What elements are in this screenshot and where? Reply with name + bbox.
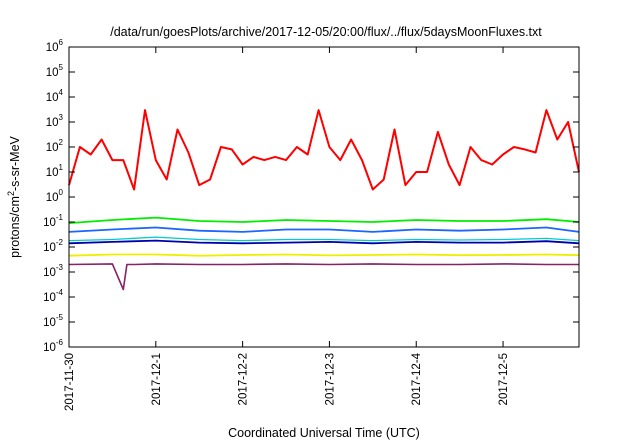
chart-title: /data/run/goesPlots/archive/2017-12-05/2… [110, 25, 542, 39]
y-tick-label: 102 [46, 138, 64, 154]
x-tick-label: 2017-12-2 [238, 353, 250, 405]
y-axis-label: protons/cm2-s-sr-MeV [6, 135, 22, 257]
y-axis-ticks: 106 105 104 103 102 101 100 10-1 10-2 10-3 10-4 10-… [43, 38, 579, 354]
series-line-4 [68, 236, 580, 242]
y-tick-label: 10-6 [43, 338, 63, 354]
y-tick-label: 10-3 [43, 263, 63, 279]
x-axis-label: Coordinated Universal Time (UTC) [228, 426, 420, 440]
y-tick-label: 101 [46, 163, 64, 179]
y-tick-label: 105 [46, 63, 64, 79]
x-tick-label: 2017-11-30 [64, 353, 76, 411]
y-tick-label: 106 [46, 38, 64, 54]
x-tick-label: 2017-12-1 [151, 353, 163, 405]
y-tick-label: 10-5 [43, 313, 63, 329]
series-line-3 [68, 226, 580, 233]
series-line-1 [68, 109, 580, 191]
y-tick-label: 104 [46, 88, 64, 104]
y-tick-label: 103 [46, 113, 64, 129]
x-tick-label: 2017-12-4 [411, 352, 423, 405]
y-tick-label: 10-2 [43, 238, 63, 254]
series-line-2 [68, 216, 580, 224]
x-tick-label: 2017-12-3 [324, 353, 336, 405]
series-line-5 [68, 239, 580, 245]
y-tick-label: 100 [46, 188, 64, 204]
y-tick-label: 10-4 [43, 288, 63, 304]
x-tick-label: 2017-12-5 [498, 353, 510, 405]
y-tick-label: 10-1 [43, 213, 63, 229]
series-line-6 [68, 253, 580, 257]
series-layer [68, 109, 580, 291]
series-line-7 [68, 263, 579, 291]
plot-frame [68, 46, 580, 348]
x-axis-ticks: 2017-11-30 2017-12-1 2017-12-2 2017-12-3 201… [64, 47, 510, 411]
